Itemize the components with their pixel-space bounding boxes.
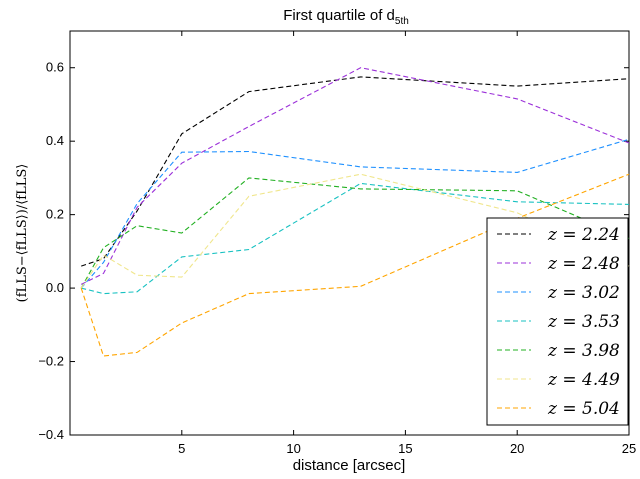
- legend-entry-label: z = 3.02: [547, 283, 620, 303]
- chart-title-main: First quartile of d: [283, 7, 395, 24]
- legend-entry-label: z = 2.24: [547, 225, 620, 245]
- x-tick-label: 10: [286, 441, 300, 456]
- y-tick-label: 0.2: [46, 207, 64, 222]
- series-line: [80, 173, 630, 357]
- y-axis-label: (fLLS−⟨fLLS⟩)/⟨fLLS⟩: [15, 164, 30, 303]
- series-lines: [80, 67, 630, 357]
- legend-entry-label: z = 3.53: [547, 312, 620, 332]
- plot-area-frame: [69, 30, 630, 436]
- series-line: [80, 67, 630, 285]
- legend-box: [486, 217, 629, 426]
- y-tick-label: 0.6: [46, 60, 64, 75]
- x-tick-label: 15: [398, 441, 412, 456]
- chart-title-subscript: 5th: [395, 16, 409, 27]
- legend-entry-label: z = 2.48: [547, 254, 620, 274]
- y-tick-label: 0.0: [46, 280, 64, 295]
- chart-title: First quartile of d5th: [283, 7, 409, 27]
- series-line: [81, 182, 630, 295]
- legend-entry-label: z = 4.49: [547, 370, 620, 390]
- x-axis-label: distance [arcsec]: [293, 457, 406, 474]
- x-axis-ticks: 5 10 15 20 25: [178, 31, 636, 456]
- y-tick-label: −0.2: [38, 354, 64, 369]
- legend-entry-label: z = 3.98: [547, 341, 620, 361]
- legend: z = 2.24 z = 2.48 z = 3.02 z = 3.53 z = 3.98…: [486, 217, 629, 426]
- series-line: [80, 173, 630, 289]
- legend-entry-label: z = 5.04: [547, 399, 620, 419]
- series-line: [81, 76, 630, 267]
- y-tick-label: 0.4: [46, 133, 64, 148]
- x-tick-label: 25: [622, 441, 636, 456]
- x-tick-label: 20: [510, 441, 524, 456]
- series-line: [80, 138, 630, 289]
- x-tick-label: 5: [178, 441, 185, 456]
- series-line: [80, 177, 630, 289]
- y-axis-ticks: −0.4 −0.2 0.0 0.2 0.4 0.6: [38, 60, 629, 442]
- y-tick-label: −0.4: [38, 427, 64, 442]
